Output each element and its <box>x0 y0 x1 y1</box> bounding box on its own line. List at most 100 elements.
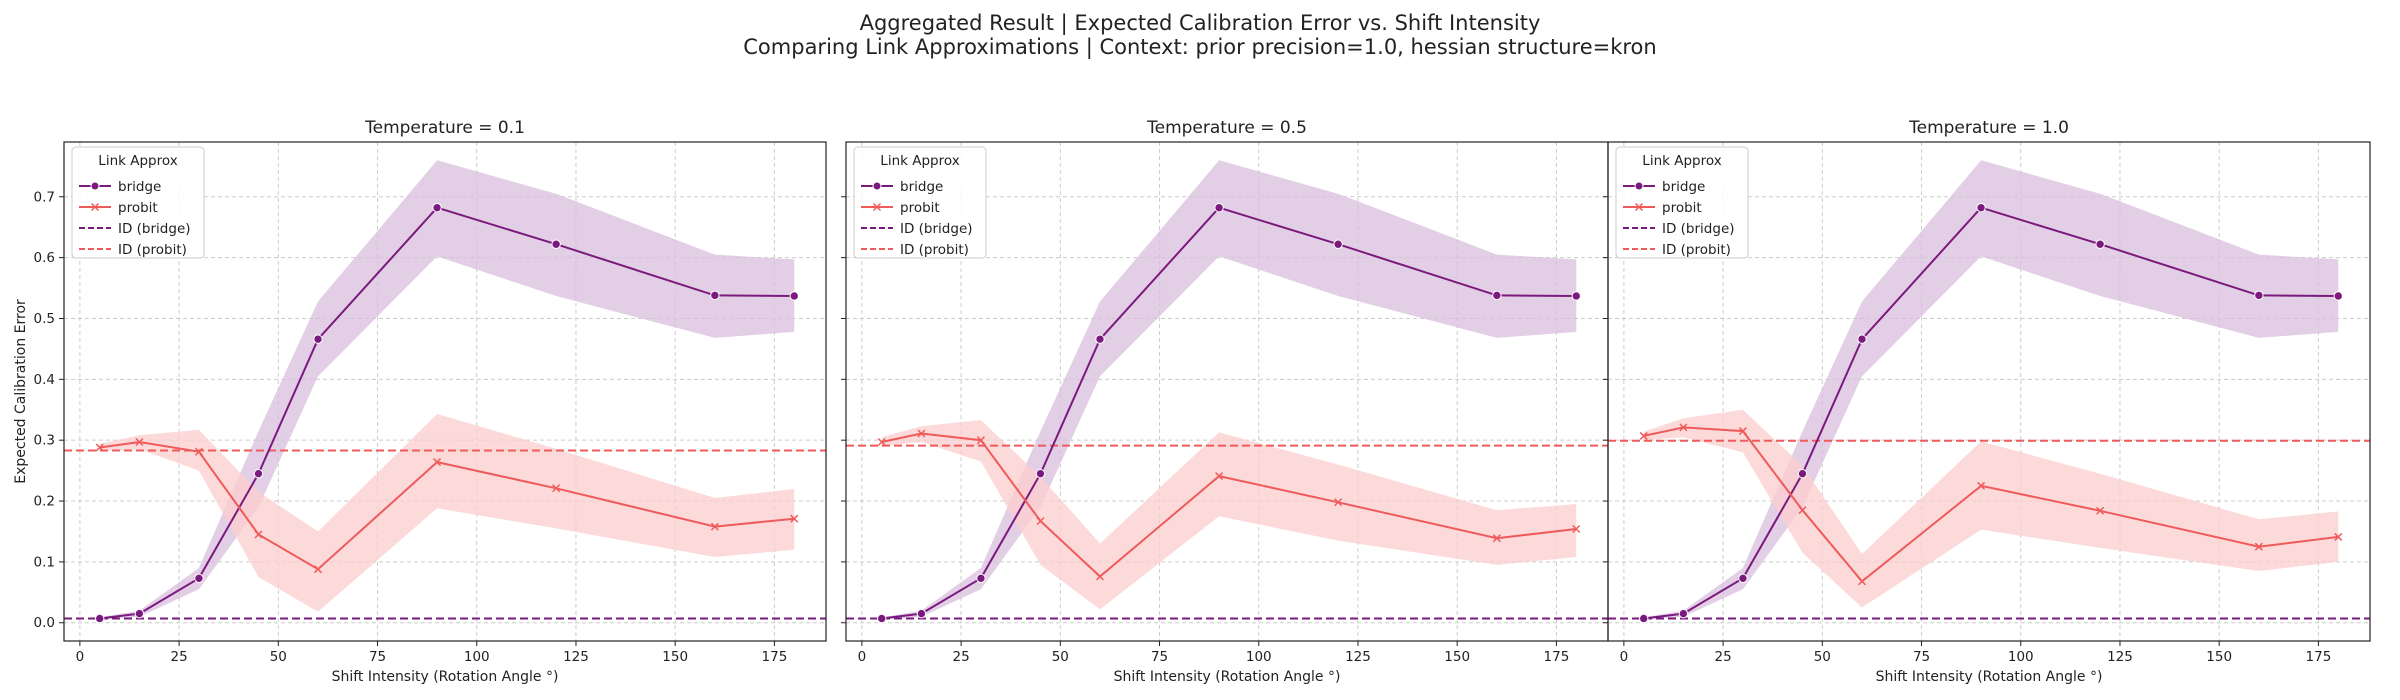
panel-1-ylabel: Expected Calibration Error <box>13 299 29 484</box>
panel-3-xtick-label: 100 <box>2008 649 2034 665</box>
panel-1-xtick-label: 100 <box>464 649 490 665</box>
panel-1-bridge-point <box>194 573 204 584</box>
panel-3-frame <box>1607 141 2371 642</box>
panel-2-probit-point <box>1492 534 1501 543</box>
panel-3: Temperature = 1.0 0 25 50 75 100 125 150 175 Shif… <box>1603 118 2371 685</box>
panel-1-xtick-label: 150 <box>662 649 688 665</box>
panel-2-legend: Link Approx bridge probit ID (bridge) ID (pr… <box>853 146 987 259</box>
panel-1-bridge-point <box>313 334 323 344</box>
panel-3-legend-box <box>1615 146 1749 259</box>
panel-1-xtick-label: 50 <box>270 649 287 665</box>
panel-1-probit-band <box>99 414 795 612</box>
panel-2-probit-point <box>917 429 926 438</box>
panel-3-bridge-point <box>1976 203 1986 213</box>
panel-1-ytick-label: 0.2 <box>34 494 55 510</box>
panel-1-ytick-label: 0.5 <box>34 311 55 327</box>
panel-1-title: Temperature = 0.1 <box>364 118 525 138</box>
panel-2-legend-swatch-marker <box>872 181 882 191</box>
panel-3-xtick-label: 0 <box>1620 649 1629 665</box>
panel-2-bridge-point <box>1035 468 1046 479</box>
panel-3-probit-band <box>1643 409 2339 608</box>
panel-2-xtick-label: 125 <box>1345 649 1371 665</box>
panel-2-legend-entry: bridge <box>900 179 943 195</box>
panel-1-legend-entry: ID (bridge) <box>118 221 191 237</box>
panel-1-ytick-label: 0.4 <box>34 372 55 388</box>
panel-2-probit-point <box>1572 524 1581 534</box>
panel-2-xtick-label: 50 <box>1052 649 1069 665</box>
panel-2-legend-swatch-marker <box>872 202 882 212</box>
panel-3-bridge-point <box>2095 239 2105 249</box>
panel-3-probit-point <box>1679 423 1688 432</box>
panel-1-bridge-point <box>134 608 145 619</box>
panel-2-probit-band <box>881 420 1577 610</box>
panel-2-bridge-band <box>881 160 1577 620</box>
panel-2-xtick-label: 75 <box>1151 649 1168 665</box>
panel-2-probit-point <box>1215 472 1224 481</box>
panel-3-bridge-point <box>1738 573 1748 584</box>
panel-3-xtick-label: 50 <box>1814 649 1831 665</box>
panel-1-probit-point <box>552 484 561 493</box>
panel-3-legend-swatch-marker <box>1634 202 1644 212</box>
panel-1-xlabel: Shift Intensity (Rotation Angle °) <box>332 669 559 685</box>
panel-3-legend-title: Link Approx <box>1642 153 1721 169</box>
panel-1-probit-point <box>95 443 104 452</box>
panel-3-bridge-point <box>1857 334 1867 344</box>
panel-1-bridge-point <box>710 290 720 301</box>
panel-2-legend-entry: ID (bridge) <box>900 221 973 237</box>
panel-3-probit-point <box>1857 577 1867 586</box>
panel-1-bridge-point <box>789 291 799 301</box>
panel-2-bridge-point <box>976 573 986 584</box>
panel-3-legend: Link Approx bridge probit ID (bridge) ID (pr… <box>1615 146 1749 259</box>
panel-2-bridge-point <box>1492 290 1502 301</box>
panel-3-xtick-label: 175 <box>2306 649 2332 665</box>
panel-2-bridge-point <box>1214 203 1224 213</box>
panel-2-bridge-point <box>1571 291 1581 301</box>
panel-1-probit-point <box>135 437 144 447</box>
panel-2-bridge-point <box>916 608 927 619</box>
panel-1-probit-point <box>790 514 799 523</box>
panel-2-probit-point <box>976 436 985 445</box>
panel-1-frame <box>63 141 827 642</box>
panel-1-xtick-label: 25 <box>171 649 188 665</box>
panel-2-probit-point <box>1334 498 1343 507</box>
panel-3-legend-swatch-marker <box>1634 181 1644 191</box>
panel-1-legend-swatch-marker <box>90 181 100 191</box>
panel-1-xtick-label: 0 <box>76 649 85 665</box>
panel-1-bridge-point <box>432 203 442 213</box>
panel-1-ytick-label: 0.7 <box>34 189 55 205</box>
panel-3-probit-point <box>1738 427 1747 436</box>
panel-2-legend-title: Link Approx <box>880 153 959 169</box>
panel-3-xtick-label: 125 <box>2107 649 2133 665</box>
panel-1-legend-entry: bridge <box>118 179 161 195</box>
panel-3-legend-entry: ID (bridge) <box>1662 221 1735 237</box>
panel-1-probit-point <box>313 565 323 574</box>
panel-2-xtick-label: 150 <box>1444 649 1470 665</box>
panel-2-xtick-label: 25 <box>953 649 970 665</box>
panel-2-bridge-point <box>1095 334 1105 344</box>
panel-3-bridge-point <box>2254 290 2264 301</box>
panel-1-xtick-label: 175 <box>762 649 788 665</box>
panel-3-xtick-label: 75 <box>1913 649 1930 665</box>
panel-1: Temperature = 0.1 0 25 50 75 100 125 150 175 0.0 0… <box>13 118 827 685</box>
panel-3-bridge-point <box>2333 291 2343 301</box>
panel-1-ytick-label: 0.1 <box>34 554 55 570</box>
panel-2-probit-point <box>1036 517 1045 526</box>
panel-2-probit-point <box>877 437 886 447</box>
panel-3-legend-entry: ID (probit) <box>1662 242 1731 258</box>
panel-1-bridge-point <box>551 239 561 249</box>
panel-3-bridge-point <box>1678 608 1689 619</box>
panel-2-bridge-point <box>877 613 887 624</box>
panel-1-legend-box <box>71 146 205 259</box>
panel-2-bridge-point <box>1333 239 1343 249</box>
panel-2-title: Temperature = 0.5 <box>1146 118 1307 138</box>
panel-1-probit-point <box>433 458 442 467</box>
panel-2-xlabel: Shift Intensity (Rotation Angle °) <box>1114 669 1341 685</box>
panel-3-probit-point <box>2334 532 2343 541</box>
panel-3-xlabel: Shift Intensity (Rotation Angle °) <box>1876 669 2103 685</box>
panel-3-probit-point <box>2254 542 2263 551</box>
panel-1-probit-point <box>194 447 203 456</box>
panel-1-bridge-point <box>253 468 264 479</box>
panel-1-probit-point <box>710 522 719 531</box>
